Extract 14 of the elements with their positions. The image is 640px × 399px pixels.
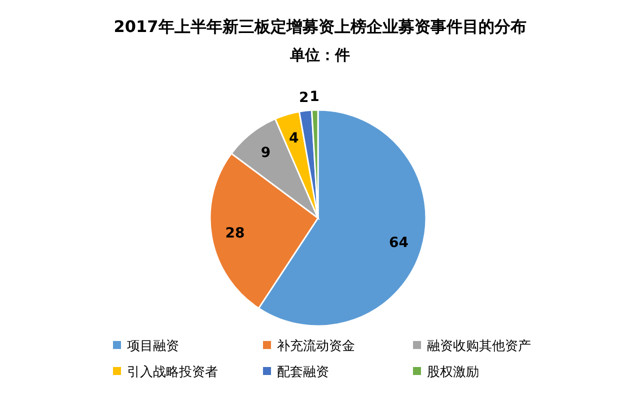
data-label: 4 [288, 130, 299, 146]
data-label: 9 [260, 144, 271, 161]
legend-label: 配套融资 [277, 365, 329, 380]
data-label: 1 [310, 89, 320, 106]
chart-subtitle: 单位：件 [289, 46, 350, 64]
chart-title: 2017年上半年新三板定增募资上榜企业募资事件目的分布 [114, 17, 526, 36]
data-label: 64 [388, 235, 409, 252]
data-label: 28 [225, 226, 245, 242]
legend-label: 补充流动资金 [277, 338, 355, 354]
data-label: 2 [298, 90, 309, 106]
legend-label: 融资收购其他资产 [427, 339, 531, 354]
legend-label: 引入战略投资者 [127, 365, 218, 380]
legend-label: 项目融资 [127, 339, 179, 354]
legend-label: 股权激励 [427, 365, 479, 380]
